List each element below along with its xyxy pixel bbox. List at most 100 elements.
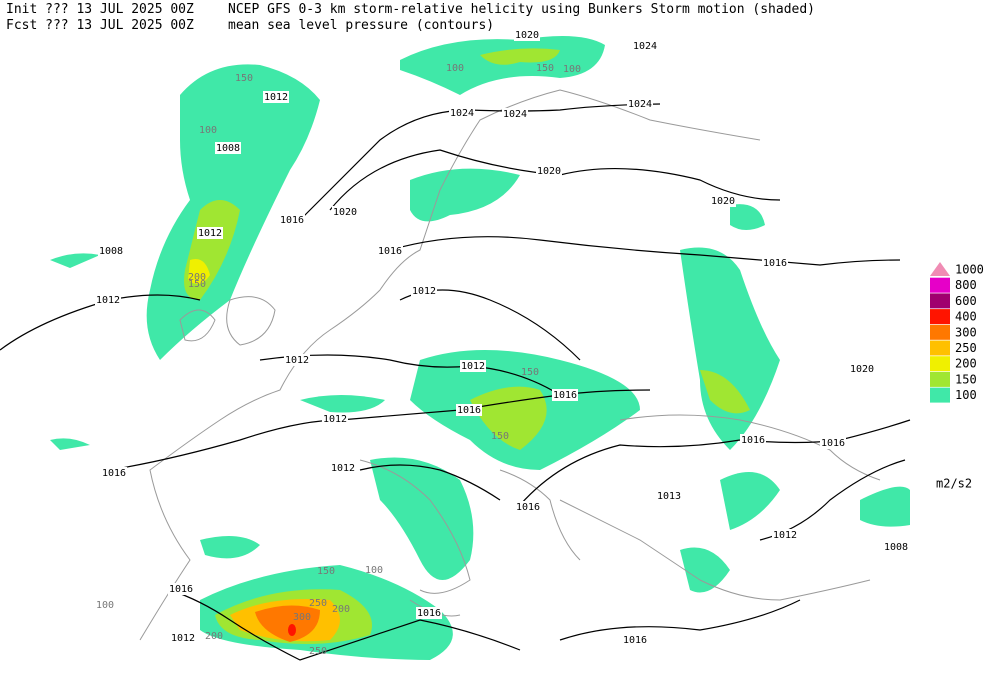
contour-label-bg	[772, 529, 798, 541]
legend-units: m2/s2	[936, 477, 972, 491]
contour-label: 1012	[461, 361, 485, 372]
legend-label: 250	[955, 341, 977, 355]
contour-label-bg	[98, 245, 124, 257]
helicity-shading-shape	[288, 624, 296, 636]
contour-label-bg	[740, 434, 766, 446]
contour-label-bg	[332, 206, 358, 218]
fcst-label: Fcst ??? 13 JUL 2025 00Z	[6, 18, 194, 33]
contour-label: 1020	[537, 166, 561, 177]
contour-label: 1008	[99, 246, 123, 257]
contour-label: 1016	[741, 435, 765, 446]
shading-label: 100	[563, 64, 581, 75]
contour-label-bg	[514, 29, 540, 41]
helicity-shading-shape	[50, 253, 100, 268]
contour-label: 1020	[515, 30, 539, 41]
contour-label: 1024	[633, 41, 657, 52]
helicity-shading-shape	[730, 204, 765, 230]
helicity-shading-shape	[680, 547, 730, 593]
contour-label: 1013	[657, 491, 681, 502]
helicity-shading-shape	[480, 48, 560, 65]
contour-label: 1012	[96, 295, 120, 306]
pressure-contours-shape	[169, 589, 521, 661]
shading-label: 150	[235, 73, 253, 84]
helicity-shading-shape	[200, 536, 260, 559]
contour-label-bg	[279, 214, 305, 226]
contour-label-bg	[622, 634, 648, 646]
contour-label: 1016	[821, 438, 845, 449]
contour-label: 1016	[623, 635, 647, 646]
contour-label-bg	[656, 490, 682, 502]
pressure-contours-shape	[559, 599, 801, 641]
contour-label-bg	[263, 91, 289, 103]
shading-label: 150	[521, 367, 539, 378]
contour-label: 1012	[412, 286, 436, 297]
init-label: Init ??? 13 JUL 2025 00Z	[6, 2, 194, 17]
shading-label: 250	[309, 646, 327, 657]
shading-label: 100	[446, 63, 464, 74]
legend-swatch	[930, 356, 950, 372]
contour-label: 1016	[457, 405, 481, 416]
contour-label: 1016	[102, 468, 126, 479]
shading-label: 150	[491, 431, 509, 442]
contour-label-bg	[502, 108, 528, 120]
contour-label: 1016	[280, 215, 304, 226]
contour-label: 1012	[331, 463, 355, 474]
legend-label: 400	[955, 310, 977, 324]
legend-swatch	[930, 324, 950, 340]
contour-label-bg	[411, 285, 437, 297]
contour-label-bg	[456, 404, 482, 416]
helicity-shading-shape	[410, 168, 520, 222]
pressure-contours	[0, 103, 911, 661]
contour-label: 1024	[628, 99, 652, 110]
contour-label: 1012	[198, 228, 222, 239]
legend-swatch	[930, 262, 950, 276]
helicity-shading-shape	[300, 395, 385, 413]
helicity-shading	[50, 36, 910, 660]
legend-label: 300	[955, 325, 977, 339]
coastlines-shape	[619, 414, 881, 481]
legend-label: 200	[955, 357, 977, 371]
contour-label: 1008	[884, 542, 908, 553]
legend-swatch	[930, 340, 950, 356]
contour-label: 1020	[333, 207, 357, 218]
helicity-shading-shape	[720, 472, 780, 530]
contour-label-bg	[215, 142, 241, 154]
legend-swatch	[930, 387, 950, 403]
coastlines	[139, 89, 881, 641]
subtitle: mean sea level pressure (contours)	[228, 18, 494, 33]
contour-label: 1016	[169, 584, 193, 595]
contour-label-bg	[536, 165, 562, 177]
contour-label-bg	[330, 462, 356, 474]
contour-label-bg	[416, 607, 442, 619]
pressure-contours-shape	[259, 354, 561, 396]
legend-swatch	[930, 309, 950, 325]
helicity-shading-shape	[680, 247, 780, 450]
contour-label: 1012	[773, 530, 797, 541]
legend-label: 100	[955, 388, 977, 402]
shading-label: 200	[332, 604, 350, 615]
coastlines-shape	[359, 459, 471, 594]
coastlines-shape	[179, 309, 216, 342]
contour-label-bg	[883, 541, 909, 553]
legend-swatch	[930, 371, 950, 387]
legend-swatch	[930, 277, 950, 293]
title: NCEP GFS 0-3 km storm-relative helicity …	[228, 2, 815, 17]
contour-label-bg	[460, 360, 486, 372]
contour-label-bg	[168, 583, 194, 595]
contour-label-bg	[710, 195, 736, 207]
contour-label-bg	[377, 245, 403, 257]
contour-label-bg	[762, 257, 788, 269]
contour-label-bg	[101, 467, 127, 479]
coastlines-shape	[226, 296, 276, 346]
pressure-contours-shape	[389, 236, 901, 266]
shading-label: 200	[188, 272, 206, 283]
helicity-shading-shape	[255, 605, 320, 642]
contour-label-bg	[820, 437, 846, 449]
legend-swatch	[930, 293, 950, 309]
coastlines-shape	[499, 469, 581, 561]
legend-label: 1000	[955, 263, 984, 277]
contour-label: 1012	[323, 414, 347, 425]
contour-label: 1024	[503, 109, 527, 120]
contour-label-bg	[322, 413, 348, 425]
